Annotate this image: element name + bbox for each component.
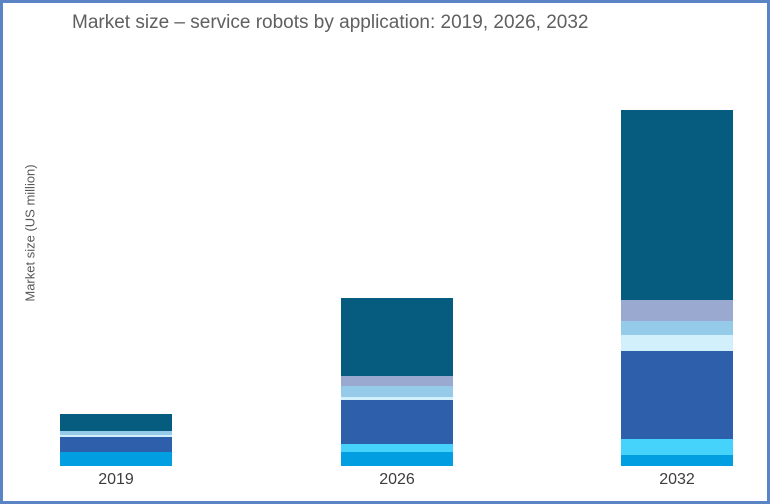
dark-teal-top-segment	[621, 110, 733, 300]
azure-bottom-segment	[60, 452, 172, 466]
bar-2026	[341, 298, 453, 466]
x-tick-label-2019: 2019	[98, 471, 134, 488]
y-axis-label: Market size (US million)	[22, 164, 38, 302]
light-blue-segment	[621, 321, 733, 335]
azure-bottom-segment	[621, 455, 733, 466]
light-blue-segment	[60, 431, 172, 435]
pale-cyan-segment	[621, 335, 733, 351]
x-tick-label-2032: 2032	[659, 471, 695, 488]
medium-blue-segment	[341, 400, 453, 444]
bar-2019	[60, 414, 172, 466]
cyan-segment	[621, 439, 733, 455]
bar-2032	[621, 110, 733, 466]
cyan-segment	[341, 444, 453, 452]
pale-cyan-segment	[60, 435, 172, 437]
light-blue-segment	[341, 386, 453, 397]
dark-teal-top-segment	[341, 298, 453, 376]
gray-lavender-segment	[341, 376, 453, 386]
medium-blue-segment	[60, 437, 172, 452]
pale-cyan-segment	[341, 397, 453, 400]
gray-lavender-segment	[621, 300, 733, 321]
x-tick-label-2026: 2026	[379, 471, 415, 488]
dark-teal-top-segment	[60, 414, 172, 431]
medium-blue-segment	[621, 351, 733, 439]
azure-bottom-segment	[341, 452, 453, 466]
chart-title: Market size – service robots by applicat…	[72, 12, 589, 33]
